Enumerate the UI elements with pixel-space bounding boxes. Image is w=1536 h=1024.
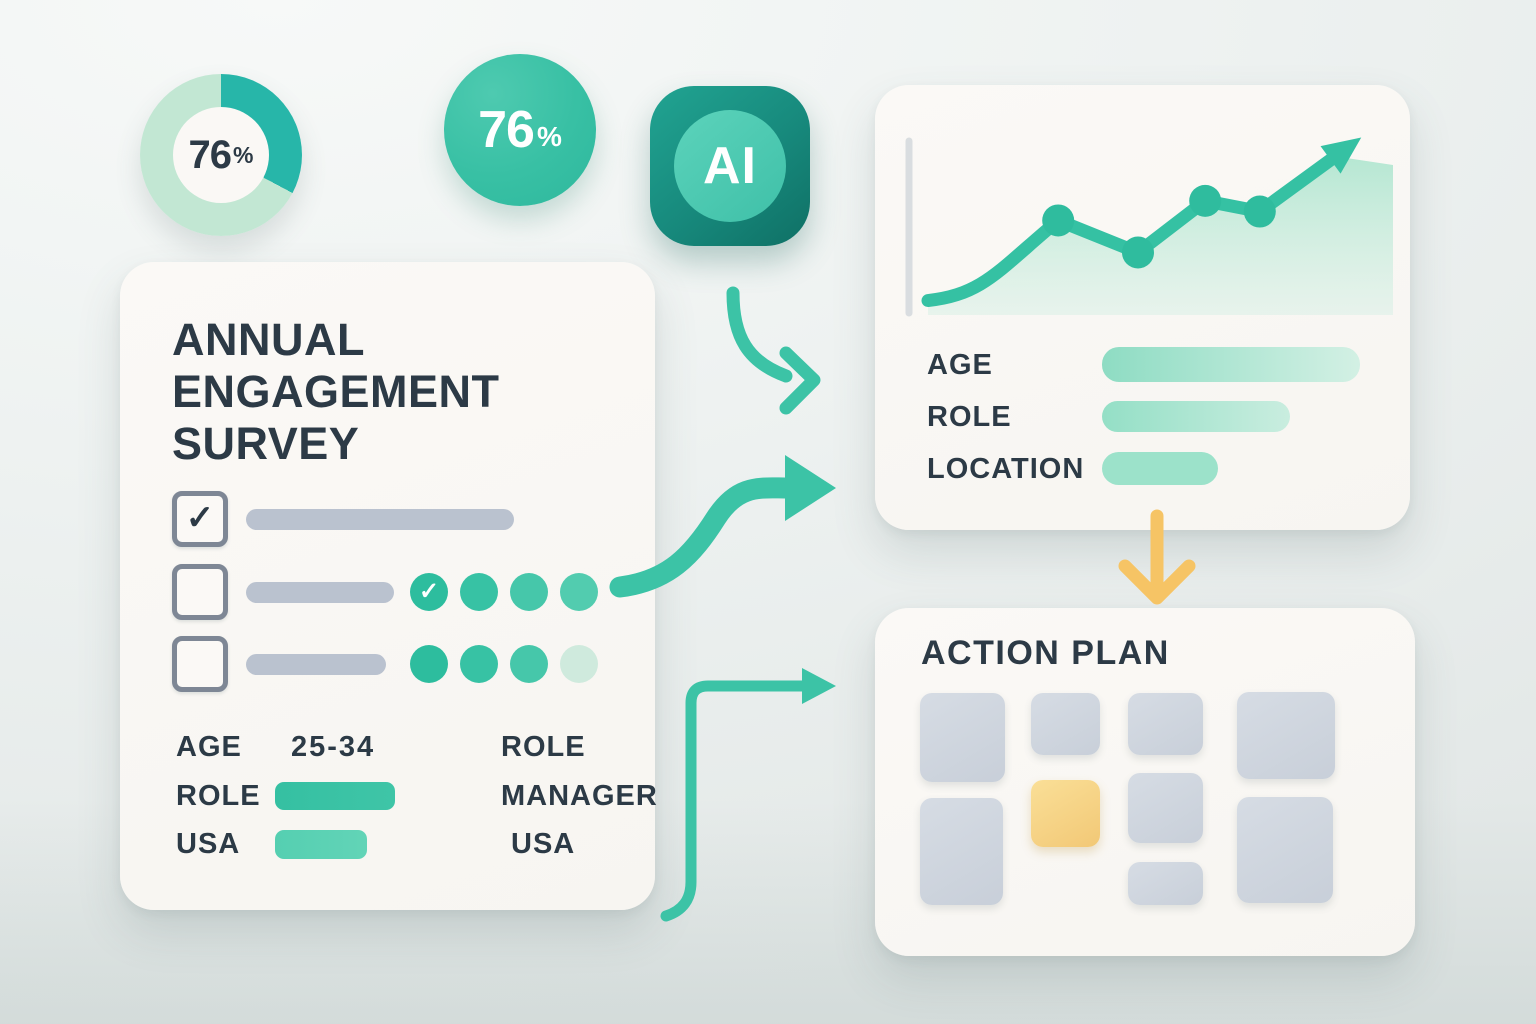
checkbox-unchecked [172,564,228,620]
action-tile [920,693,1005,782]
arrowhead-icon [1118,559,1196,605]
survey-title-line1: ANNUAL [172,314,365,365]
survey-card: ANNUAL ENGAGEMENT SURVEY ✓ ✓ [120,262,657,910]
demo-right-value: USA [511,827,576,860]
action-tile-highlighted [1031,780,1100,847]
demo-value: 25-34 [291,730,376,763]
checkbox-checked: ✓ [172,491,228,547]
rating-dot-selected: ✓ [410,573,448,611]
insight-row-role: ROLE [927,399,1012,435]
ai-icon-inner-circle: AI [674,110,786,222]
demo-label: AGE [176,730,242,763]
arrowhead-icon [785,455,836,521]
survey-title: ANNUAL ENGAGEMENT SURVEY [172,314,500,471]
action-plan-title: ACTION PLAN [921,634,1170,672]
insight-bar-role [1102,401,1290,432]
demographic-row-location: USA USA [176,827,606,861]
survey-question-row [172,636,598,692]
donut-gauge: 76 % [140,74,302,236]
action-plan-card: ACTION PLAN [875,608,1415,956]
survey-title-line2: ENGAGEMENT [172,366,500,418]
action-tile [1128,693,1203,755]
rating-dot [560,573,598,611]
demographic-row-age: AGE 25-34 ROLE [176,730,606,764]
demo-label: ROLE [176,779,261,812]
demo-right-value: MANAGER [501,779,658,812]
action-tile [1237,692,1335,779]
action-tile [920,798,1003,905]
donut-gauge-value: 76 % [173,107,269,203]
elbow-arrow-survey-to-action [660,668,836,922]
arrowhead-icon [779,346,821,415]
demo-right-value: ROLE [501,730,586,763]
question-text-bar [246,653,386,675]
trend-chart [905,137,1393,317]
demo-label: USA [176,827,241,860]
demo-value-bar [275,782,395,810]
insights-card: AGE ROLE LOCATION [875,85,1410,530]
rating-dot [510,645,548,683]
insight-row-location: LOCATION [927,451,1084,487]
action-tile [1128,862,1203,905]
demographic-row-role: ROLE MANAGER [176,779,657,813]
ai-label: AI [703,137,757,195]
curved-arrow-ai-to-insights [726,286,821,415]
trend-arrow-icon [1320,137,1362,174]
insight-bar-location [1102,452,1218,485]
check-icon: ✓ [418,578,440,605]
rating-dot-faded [560,645,598,683]
action-tile [1237,797,1333,903]
donut-percent-unit: % [233,141,254,168]
rating-dot [460,573,498,611]
badge-percent-unit: % [536,121,562,152]
rating-dots-row [410,645,598,683]
checkbox-unchecked [172,636,228,692]
donut-percent: 76 [188,132,232,177]
survey-question-row: ✓ [172,491,514,547]
insight-label: LOCATION [927,452,1085,485]
arrowhead-icon [802,668,836,704]
insight-label: ROLE [927,400,1012,433]
rating-dots-row: ✓ [410,573,598,611]
action-tile [1031,693,1100,755]
insight-label: AGE [927,348,993,381]
rating-dot [410,645,448,683]
question-text-bar [246,508,514,530]
action-tile [1128,773,1203,843]
score-badge: 76 % [444,54,596,206]
ai-app-icon: AI [650,86,810,246]
insight-bar-age [1102,347,1360,382]
demo-value-bar [275,829,367,859]
insight-row-age: AGE [927,347,993,383]
badge-percent: 76 [478,101,535,159]
trend-data-points [1042,184,1276,269]
rating-dot [460,645,498,683]
survey-title-line3: SURVEY [172,418,360,470]
question-text-bar [246,581,394,603]
checkmark-icon: ✓ [185,499,215,537]
survey-question-row: ✓ [172,564,598,620]
rating-dot [510,573,548,611]
